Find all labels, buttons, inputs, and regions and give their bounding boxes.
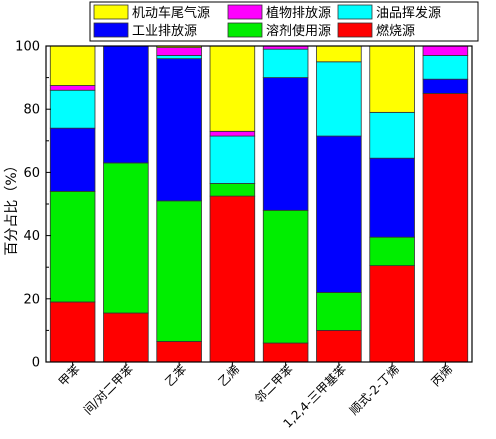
- legend-label: 植物排放源: [266, 6, 331, 21]
- legend-swatch: [93, 22, 129, 38]
- bar-segment: [422, 78, 469, 94]
- bar-segment: [103, 45, 149, 164]
- bar-segment: [156, 200, 202, 342]
- legend-box: [89, 1, 479, 42]
- bar-segment: [316, 135, 362, 293]
- legend-label: 油品挥发源: [376, 5, 441, 21]
- bar-segment: [262, 48, 309, 79]
- y-tick-label: 100: [15, 40, 40, 55]
- bar-segment: [103, 162, 149, 314]
- bar-segment: [262, 342, 309, 363]
- bar-segment: [49, 45, 96, 86]
- legend-swatch: [93, 4, 129, 20]
- bar-segment: [262, 209, 309, 344]
- bars: [49, 45, 469, 363]
- bar-segment: [316, 61, 362, 137]
- legend-swatch: [337, 22, 373, 38]
- y-tick-label: 60: [23, 166, 40, 181]
- bar-segment: [422, 55, 469, 80]
- legend-swatch: [337, 4, 373, 20]
- bar-segment: [369, 265, 415, 363]
- legend-swatch: [227, 22, 263, 38]
- bar-segment: [209, 183, 256, 197]
- bar-segment: [103, 312, 149, 363]
- bar-segment: [369, 236, 415, 267]
- bar-segment: [369, 111, 415, 159]
- y-tick-label: 40: [23, 229, 40, 244]
- bar-segment: [369, 157, 415, 238]
- bar-segment: [262, 77, 309, 211]
- legend-label: 工业排放源: [132, 24, 197, 39]
- bar-segment: [316, 292, 362, 331]
- x-category-label: 顺式-2-丁烯: [347, 362, 402, 417]
- x-category-label: 甲苯: [56, 362, 83, 389]
- x-category-label: 间/对二甲苯: [81, 362, 136, 417]
- x-category-label: 邻二甲苯: [252, 362, 296, 406]
- legend-swatch: [227, 4, 263, 20]
- bar-segment: [156, 58, 202, 202]
- legend-label: 机动车尾气源: [132, 5, 210, 21]
- bar-segment: [209, 135, 256, 184]
- bar-segment: [316, 45, 362, 63]
- bar-segment: [49, 127, 96, 192]
- bar-segment: [209, 45, 256, 132]
- bar-segment: [209, 130, 256, 137]
- x-category-label: 乙苯: [162, 362, 189, 389]
- bar-segment: [49, 301, 96, 363]
- y-tick-label: 80: [23, 103, 40, 118]
- bar-segment: [156, 47, 202, 56]
- bar-segment: [49, 85, 96, 91]
- y-axis-label: 百分占比（%）: [4, 158, 20, 255]
- y-tick-label: 20: [23, 292, 40, 307]
- legend-label: 燃烧源: [376, 23, 415, 39]
- bar-segment: [209, 195, 256, 363]
- x-category-label: 丙烯: [429, 362, 456, 389]
- bar-segment: [156, 341, 202, 363]
- x-category-label: 乙烯: [216, 362, 243, 389]
- bar-segment: [422, 93, 469, 363]
- bar-segment: [316, 329, 362, 363]
- y-tick-label: 0: [32, 356, 40, 371]
- bar-segment: [49, 190, 96, 303]
- bar-segment: [369, 45, 415, 113]
- bar-segment: [49, 89, 96, 129]
- bar-segment: [422, 45, 469, 56]
- bar-segment: [156, 55, 202, 60]
- legend-label: 溶剂使用源: [266, 23, 331, 39]
